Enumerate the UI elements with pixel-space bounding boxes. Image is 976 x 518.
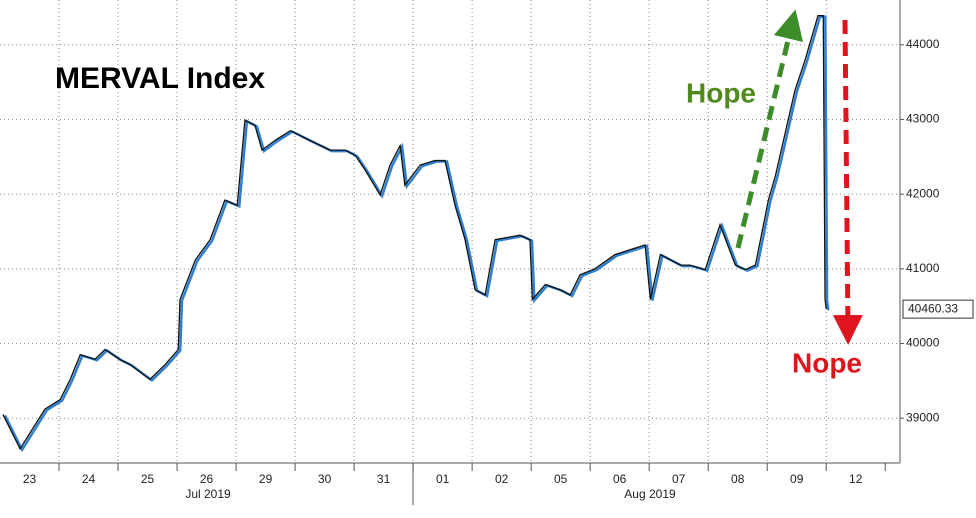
nope-arrow — [832, 19, 863, 345]
x-tick-label: 31 — [377, 472, 391, 486]
y-tick-label: 42000 — [906, 186, 940, 200]
x-tick-label: 25 — [141, 472, 155, 486]
annotation: Nope — [792, 347, 862, 378]
x-tick-label: 08 — [731, 472, 745, 486]
x-tick-label: 01 — [436, 472, 450, 486]
period-label: Jul 2019 — [185, 487, 231, 501]
x-tick-label: 05 — [554, 472, 568, 486]
y-tick-label: 43000 — [906, 112, 940, 126]
hope-arrow — [735, 9, 804, 249]
x-tick-label: 12 — [849, 472, 863, 486]
x-tick-label: 09 — [790, 472, 804, 486]
chart-title: MERVAL Index — [55, 62, 265, 95]
x-tick-label: 29 — [259, 472, 273, 486]
x-tick-label: 26 — [200, 472, 214, 486]
y-tick-label: 39000 — [906, 410, 940, 424]
period-label: Aug 2019 — [624, 487, 676, 501]
x-tick-label: 02 — [495, 472, 509, 486]
x-tick-label: 23 — [23, 472, 37, 486]
x-tick-label: 30 — [318, 472, 332, 486]
last-price-label: 40460.33 — [908, 301, 958, 315]
annotation: Hope — [686, 77, 756, 108]
y-tick-label: 41000 — [906, 261, 940, 275]
last-price-box — [902, 299, 974, 319]
y-tick-label: 40000 — [906, 336, 940, 350]
line — [2, 15, 827, 451]
x-tick-label: 07 — [672, 472, 686, 486]
x-tick-label: 24 — [82, 472, 96, 486]
line-shadow — [3, 15, 830, 453]
x-tick-label: 06 — [613, 472, 627, 486]
y-tick-label: 44000 — [906, 37, 940, 51]
